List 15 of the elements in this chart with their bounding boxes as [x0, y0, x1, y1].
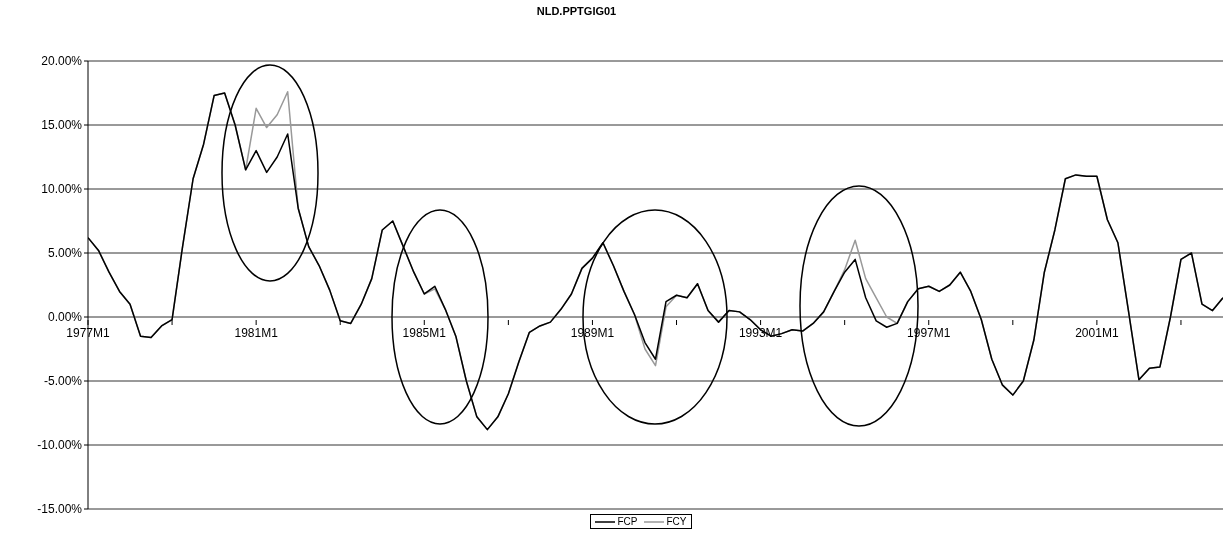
y-tick-label: -10.00%: [37, 438, 83, 453]
legend-label: FCY: [666, 516, 687, 527]
y-tick-label: 20.00%: [41, 54, 83, 69]
y-tick-label: 15.00%: [41, 118, 83, 133]
x-tick-label: 2001M1: [1075, 326, 1119, 340]
y-tick-label: -5.00%: [43, 374, 83, 389]
y-tick-label: 10.00%: [41, 182, 83, 197]
x-tick-label: 1981M1: [234, 326, 279, 340]
legend-label: FCP: [617, 516, 638, 527]
chart-title: NLD.PPTGIG01: [535, 5, 618, 17]
y-tick-label: -15.00%: [37, 502, 83, 517]
y-tick-label: 0.00%: [47, 310, 83, 325]
x-tick-label: 1977M1: [66, 326, 110, 340]
x-tick-label: 1985M1: [402, 326, 447, 340]
y-tick-label: 5.00%: [47, 246, 83, 261]
